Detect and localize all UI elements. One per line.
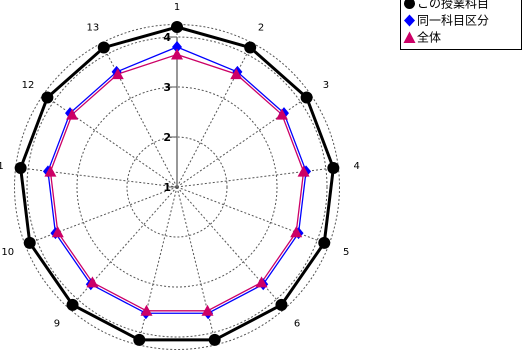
scale-tick-label: 4 — [163, 31, 171, 44]
axis-label-5: 5 — [343, 247, 349, 258]
point-series-3-axis-11 — [44, 165, 57, 177]
series-line-2 — [47, 46, 307, 314]
point-series-1-axis-1 — [171, 21, 183, 33]
spoke-axis-8 — [137, 186, 178, 345]
legend-label: 全体 — [417, 30, 442, 45]
point-series-1-axis-5 — [318, 236, 331, 249]
point-series-1-axis-9 — [66, 298, 79, 311]
axis-label-10: 10 — [1, 247, 14, 258]
point-series-3-axis-5 — [290, 226, 303, 238]
point-series-2-axis-1 — [172, 41, 182, 53]
axis-label-3: 3 — [323, 80, 329, 91]
grid-ring — [126, 136, 228, 238]
axis-label-13: 13 — [87, 23, 100, 34]
series-layer — [14, 21, 340, 346]
legend-marker-diamond-icon — [404, 14, 415, 27]
axis-label-1: 1 — [174, 2, 180, 13]
spoke-axis-13 — [101, 42, 178, 188]
spoke-axis-4 — [176, 166, 339, 188]
axis-label-12: 12 — [22, 80, 35, 91]
spoke-axis-10 — [24, 186, 178, 246]
legend-item-3: 全体 — [403, 29, 441, 45]
scale-tick-label: 1 — [163, 181, 171, 194]
point-series-1-axis-13 — [97, 41, 110, 54]
grid-ring — [26, 36, 328, 338]
point-series-3-axis-2 — [230, 68, 243, 80]
point-series-3-axis-13 — [111, 68, 124, 80]
point-series-1-axis-8 — [133, 333, 146, 346]
scale-tick-label: 2 — [163, 131, 171, 144]
spoke-axis-12 — [42, 94, 178, 188]
point-series-3-axis-3 — [275, 108, 288, 120]
point-series-3-axis-6 — [255, 276, 268, 288]
legend-marker-circle-icon — [404, 0, 415, 9]
spoke-axis-5 — [176, 186, 330, 246]
point-series-1-axis-7 — [208, 333, 221, 346]
spoke-axis-7 — [176, 186, 217, 345]
point-series-1-axis-11 — [14, 162, 27, 175]
legend-item-2: 同一科目区分 — [403, 12, 489, 28]
axis-label-4: 4 — [353, 161, 359, 172]
point-series-3-axis-12 — [66, 108, 79, 120]
series-line-3 — [49, 53, 305, 312]
point-series-1-axis-3 — [300, 91, 313, 104]
point-series-3-axis-1 — [171, 48, 183, 60]
point-series-3-axis-10 — [51, 226, 64, 238]
axis-labels: 12345678910111213 — [0, 2, 360, 329]
point-series-3-axis-9 — [86, 276, 99, 288]
legend-label: この授業科目 — [417, 0, 490, 11]
point-series-1-axis-4 — [327, 162, 340, 175]
point-series-1-axis-6 — [275, 298, 288, 311]
legend-item-1: この授業科目 — [403, 0, 489, 11]
legend-label: 同一科目区分 — [417, 13, 490, 28]
grid-ring — [76, 86, 278, 288]
axis-label-9: 9 — [54, 318, 60, 329]
spoke-axis-3 — [176, 94, 312, 188]
spoke-axis-11 — [15, 166, 178, 188]
axis-label-2: 2 — [258, 23, 264, 34]
legend-marker-triangle-icon — [403, 31, 416, 43]
point-series-3-axis-7 — [201, 304, 214, 316]
point-series-1-axis-12 — [41, 91, 54, 104]
spoke-axis-2 — [176, 42, 253, 188]
spoke-axis-6 — [176, 186, 286, 309]
spoke-axis-9 — [68, 186, 178, 309]
point-series-3-axis-4 — [297, 165, 310, 177]
point-series-1-axis-10 — [23, 236, 36, 249]
point-series-3-axis-8 — [140, 304, 153, 316]
series-line-1 — [19, 25, 335, 342]
axis-label-6: 6 — [294, 318, 300, 329]
legend: この授業科目同一科目区分 全体 — [400, 0, 522, 50]
point-series-1-axis-2 — [244, 41, 257, 54]
scale-tick-label: 3 — [163, 81, 171, 94]
axis-label-11: 11 — [0, 161, 4, 172]
